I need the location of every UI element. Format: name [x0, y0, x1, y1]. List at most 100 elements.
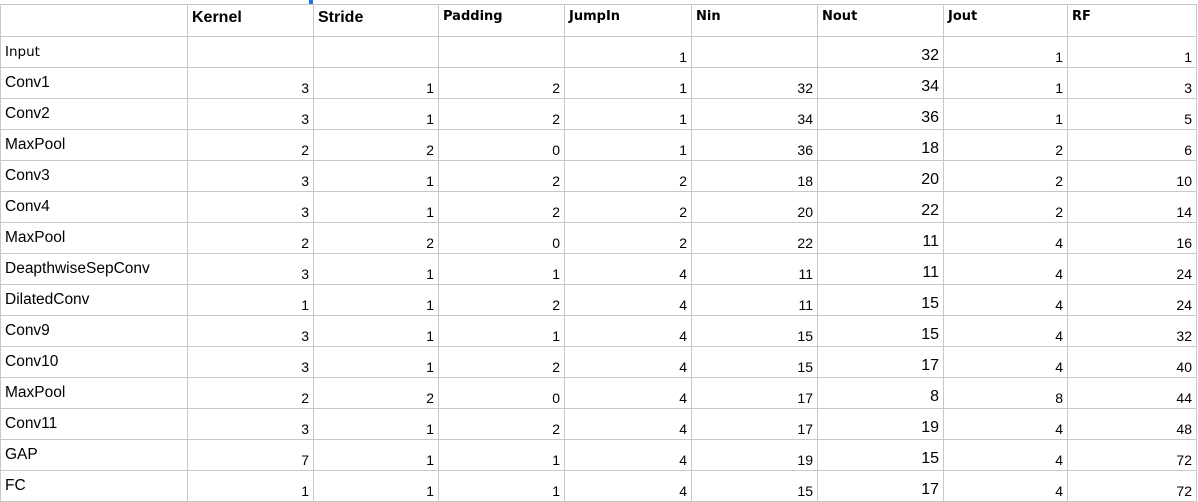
cell-jumpin[interactable]: 2 [564, 160, 692, 192]
cell-jumpin[interactable]: 1 [564, 36, 692, 68]
cell-rf[interactable]: 5 [1067, 98, 1197, 130]
cell-stride[interactable]: 1 [313, 160, 439, 192]
cell-jumpin[interactable]: 4 [564, 284, 692, 316]
cell-jout[interactable]: 4 [943, 439, 1068, 471]
cell-rf[interactable]: 10 [1067, 160, 1197, 192]
cell-nout[interactable]: 15 [817, 439, 944, 471]
row-label-cell[interactable]: GAP [0, 439, 188, 471]
cell-kernel[interactable]: 7 [187, 439, 314, 471]
cell-padding[interactable]: 2 [438, 191, 565, 223]
cell-rf[interactable]: 48 [1067, 408, 1197, 440]
cell-nout[interactable]: 20 [817, 160, 944, 192]
cell-rf[interactable]: 72 [1067, 470, 1197, 502]
cell-jumpin[interactable]: 4 [564, 439, 692, 471]
cell-nin[interactable]: 11 [691, 253, 818, 285]
cell-jout[interactable]: 4 [943, 222, 1068, 254]
cell-rf[interactable]: 44 [1067, 377, 1197, 409]
cell-padding[interactable]: 2 [438, 284, 565, 316]
cell-stride[interactable]: 2 [313, 222, 439, 254]
cell-kernel[interactable]: 2 [187, 129, 314, 161]
row-label-cell[interactable]: FC [0, 470, 188, 502]
header-cell-stride[interactable]: Stride [313, 4, 439, 37]
row-label-cell[interactable]: Conv9 [0, 315, 188, 347]
cell-jumpin[interactable]: 4 [564, 470, 692, 502]
cell-stride[interactable]: 1 [313, 439, 439, 471]
cell-nout[interactable]: 32 [817, 36, 944, 68]
cell-jout[interactable]: 1 [943, 98, 1068, 130]
cell-padding[interactable]: 2 [438, 67, 565, 99]
cell-rf[interactable]: 14 [1067, 191, 1197, 223]
cell-rf[interactable]: 16 [1067, 222, 1197, 254]
cell-jout[interactable]: 1 [943, 36, 1068, 68]
cell-jout[interactable]: 1 [943, 67, 1068, 99]
cell-jumpin[interactable]: 2 [564, 191, 692, 223]
cell-jout[interactable]: 4 [943, 253, 1068, 285]
row-label-cell[interactable]: Conv2 [0, 98, 188, 130]
cell-jout[interactable]: 4 [943, 315, 1068, 347]
cell-jout[interactable]: 4 [943, 284, 1068, 316]
cell-padding[interactable]: 2 [438, 346, 565, 378]
cell-nin[interactable]: 34 [691, 98, 818, 130]
cell-padding[interactable]: 2 [438, 160, 565, 192]
cell-kernel[interactable]: 3 [187, 253, 314, 285]
cell-nout[interactable]: 11 [817, 253, 944, 285]
cell-rf[interactable]: 40 [1067, 346, 1197, 378]
cell-padding[interactable]: 2 [438, 98, 565, 130]
cell-nout[interactable]: 17 [817, 346, 944, 378]
row-label-cell[interactable]: MaxPool [0, 129, 188, 161]
cell-padding[interactable]: 1 [438, 470, 565, 502]
cell-padding[interactable] [438, 36, 565, 68]
cell-jumpin[interactable]: 4 [564, 253, 692, 285]
cell-rf[interactable]: 24 [1067, 253, 1197, 285]
cell-jout[interactable]: 2 [943, 160, 1068, 192]
cell-nout[interactable]: 34 [817, 67, 944, 99]
cell-rf[interactable]: 24 [1067, 284, 1197, 316]
cell-rf[interactable]: 72 [1067, 439, 1197, 471]
cell-kernel[interactable]: 1 [187, 284, 314, 316]
cell-stride[interactable]: 1 [313, 98, 439, 130]
cell-stride[interactable]: 2 [313, 129, 439, 161]
cell-nin[interactable]: 18 [691, 160, 818, 192]
cell-stride[interactable]: 1 [313, 408, 439, 440]
cell-nout[interactable]: 15 [817, 284, 944, 316]
row-label-cell[interactable]: DeapthwiseSepConv [0, 253, 188, 285]
cell-padding[interactable]: 0 [438, 129, 565, 161]
row-label-cell[interactable]: DilatedConv [0, 284, 188, 316]
cell-kernel[interactable]: 3 [187, 346, 314, 378]
row-label-cell[interactable]: Conv11 [0, 408, 188, 440]
row-label-cell[interactable]: Conv3 [0, 160, 188, 192]
cell-kernel[interactable]: 3 [187, 315, 314, 347]
cell-kernel[interactable]: 2 [187, 377, 314, 409]
cell-nin[interactable] [691, 36, 818, 68]
cell-padding[interactable]: 1 [438, 253, 565, 285]
cell-nin[interactable]: 17 [691, 408, 818, 440]
row-label-cell[interactable]: Conv4 [0, 191, 188, 223]
cell-rf[interactable]: 32 [1067, 315, 1197, 347]
cell-nout[interactable]: 18 [817, 129, 944, 161]
cell-kernel[interactable]: 1 [187, 470, 314, 502]
cell-jout[interactable]: 2 [943, 129, 1068, 161]
cell-nout[interactable]: 17 [817, 470, 944, 502]
cell-kernel[interactable]: 3 [187, 408, 314, 440]
cell-nout[interactable]: 19 [817, 408, 944, 440]
cell-nout[interactable]: 11 [817, 222, 944, 254]
cell-nin[interactable]: 17 [691, 377, 818, 409]
header-cell-jumpin[interactable]: JumpIn [564, 4, 692, 37]
row-label-cell[interactable]: Input [0, 36, 188, 68]
cell-nin[interactable]: 15 [691, 315, 818, 347]
cell-jumpin[interactable]: 1 [564, 98, 692, 130]
cell-nin[interactable]: 20 [691, 191, 818, 223]
cell-stride[interactable]: 1 [313, 67, 439, 99]
cell-nin[interactable]: 11 [691, 284, 818, 316]
cell-nin[interactable]: 15 [691, 346, 818, 378]
cell-stride[interactable]: 1 [313, 346, 439, 378]
header-cell-rf[interactable]: RF [1067, 4, 1197, 37]
cell-jout[interactable]: 4 [943, 470, 1068, 502]
cell-padding[interactable]: 1 [438, 315, 565, 347]
cell-stride[interactable]: 1 [313, 315, 439, 347]
row-label-cell[interactable]: Conv10 [0, 346, 188, 378]
cell-padding[interactable]: 1 [438, 439, 565, 471]
cell-jumpin[interactable]: 4 [564, 408, 692, 440]
cell-jout[interactable]: 4 [943, 346, 1068, 378]
cell-padding[interactable]: 2 [438, 408, 565, 440]
